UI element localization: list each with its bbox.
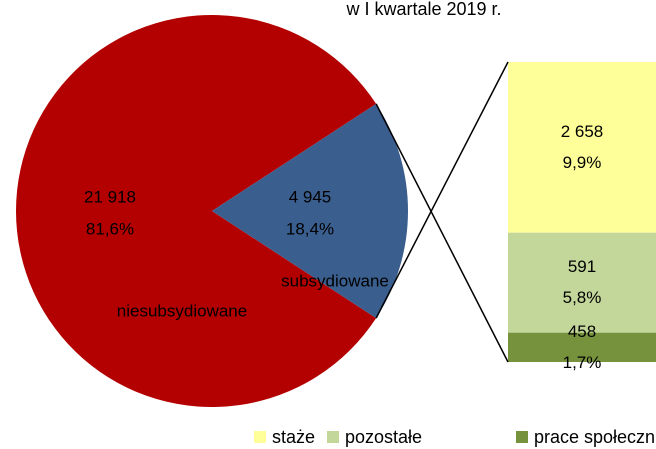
pie-slice [212,103,409,319]
legend-label: pozostałe [345,427,422,447]
category-label: subsydiowane [281,271,389,290]
category-label: niesubsydiowane [117,301,247,320]
value-label: 458 [568,322,596,341]
legend-label: prace społecznie użyteczne [534,427,656,447]
percent-label: 5,8% [563,288,602,307]
percent-label: 1,7% [563,353,602,372]
pie-slice [16,14,377,407]
legend-swatch [327,431,339,443]
percent-label: 81,6% [86,219,134,238]
connector [375,61,509,319]
legend-label: staże [272,427,315,447]
value-label: 591 [568,257,596,276]
value-label: 2 658 [561,122,604,141]
legend-swatch [516,431,528,443]
legend-swatch [254,431,266,443]
bar-segment [508,332,656,362]
percent-label: 9,9% [563,153,602,172]
connector [375,103,509,363]
chart-title: w I kwartale 2019 r. [345,0,501,19]
bar-segment [508,62,656,233]
bar-segment [508,232,656,333]
value-label: 4 945 [289,187,332,206]
percent-label: 18,4% [286,219,334,238]
value-label: 21 918 [84,187,136,206]
